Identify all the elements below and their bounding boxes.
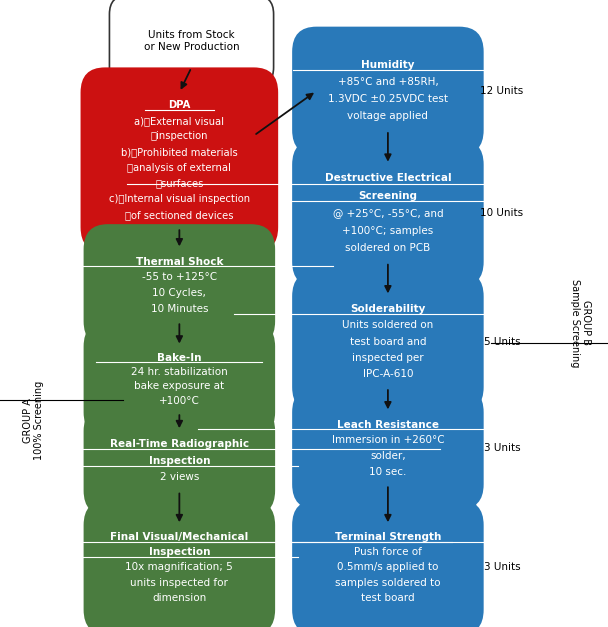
- Text: Inspection: Inspection: [148, 456, 210, 466]
- Text: Inspection: Inspection: [148, 547, 210, 557]
- Text: dimension: dimension: [152, 593, 207, 603]
- Text: IPC-A-610: IPC-A-610: [362, 369, 413, 379]
- Text: Units from Stock
or New Production: Units from Stock or New Production: [143, 30, 240, 51]
- Text: test board and: test board and: [350, 337, 426, 347]
- Text: 2 views: 2 views: [160, 472, 199, 482]
- Text: 10 Units: 10 Units: [480, 208, 523, 218]
- Text: +100°C: +100°C: [159, 396, 200, 406]
- Text: 1.3VDC ±0.25VDC test: 1.3VDC ±0.25VDC test: [328, 95, 448, 105]
- Text: GROUP A
100% Screening: GROUP A 100% Screening: [22, 381, 44, 460]
- Text: 5 Units: 5 Units: [483, 337, 520, 347]
- Text: test board: test board: [361, 593, 415, 603]
- Text: DPA: DPA: [168, 100, 190, 110]
- FancyBboxPatch shape: [83, 224, 275, 346]
- Text: Final Visual/Mechanical: Final Visual/Mechanical: [110, 532, 249, 542]
- FancyBboxPatch shape: [292, 271, 484, 413]
- Text: 3 Units: 3 Units: [483, 562, 520, 572]
- FancyBboxPatch shape: [292, 387, 484, 509]
- Text: Immersion in +260°C: Immersion in +260°C: [331, 436, 444, 445]
- Text: Bake-In: Bake-In: [157, 353, 202, 363]
- Text: of sectioned devices: of sectioned devices: [125, 210, 233, 219]
- Text: Units soldered on: Units soldered on: [342, 320, 434, 330]
- Text: solder,: solder,: [370, 451, 406, 461]
- Text: a)	External visual: a) External visual: [134, 116, 224, 125]
- FancyBboxPatch shape: [109, 0, 274, 86]
- Text: Terminal Strength: Terminal Strength: [335, 532, 441, 542]
- Text: 0.5mm/s applied to: 0.5mm/s applied to: [337, 562, 438, 572]
- Text: +85°C and +85RH,: +85°C and +85RH,: [337, 77, 438, 87]
- Text: inspection: inspection: [151, 132, 208, 141]
- Text: soldered on PCB: soldered on PCB: [345, 243, 430, 253]
- Text: GROUP B
Sample Screening: GROUP B Sample Screening: [570, 279, 592, 367]
- Text: Push force of: Push force of: [354, 547, 422, 557]
- Text: c)	Internal visual inspection: c) Internal visual inspection: [109, 194, 250, 204]
- FancyBboxPatch shape: [83, 321, 275, 438]
- Text: inspected per: inspected per: [352, 353, 424, 363]
- Text: surfaces: surfaces: [155, 179, 204, 188]
- Text: Leach Resistance: Leach Resistance: [337, 420, 439, 429]
- Text: @ +25°C, -55°C, and: @ +25°C, -55°C, and: [333, 208, 443, 218]
- FancyBboxPatch shape: [292, 500, 484, 627]
- FancyBboxPatch shape: [83, 500, 275, 627]
- Text: Screening: Screening: [358, 191, 418, 201]
- Text: units inspected for: units inspected for: [131, 577, 228, 587]
- FancyBboxPatch shape: [292, 140, 484, 287]
- Text: voltage applied: voltage applied: [347, 112, 429, 122]
- Text: 10 Cycles,: 10 Cycles,: [153, 288, 206, 298]
- FancyBboxPatch shape: [292, 27, 484, 155]
- Text: Destructive Electrical: Destructive Electrical: [325, 174, 451, 184]
- Text: -55 to +125°C: -55 to +125°C: [142, 273, 217, 282]
- FancyBboxPatch shape: [80, 68, 278, 253]
- Text: 10x magnification; 5: 10x magnification; 5: [125, 562, 233, 572]
- Text: 12 Units: 12 Units: [480, 86, 523, 96]
- Text: Thermal Shock: Thermal Shock: [136, 257, 223, 266]
- Text: b)	Prohibited materials: b) Prohibited materials: [121, 147, 238, 157]
- Text: 24 hr. stabilization: 24 hr. stabilization: [131, 367, 228, 377]
- Text: 10 sec.: 10 sec.: [369, 467, 407, 477]
- Text: +100°C; samples: +100°C; samples: [342, 226, 434, 236]
- Text: 10 Minutes: 10 Minutes: [151, 304, 208, 314]
- Text: Humidity: Humidity: [361, 60, 415, 70]
- Text: samples soldered to: samples soldered to: [335, 577, 441, 587]
- Text: bake exposure at: bake exposure at: [134, 381, 224, 391]
- Text: Solderability: Solderability: [350, 304, 426, 314]
- Text: 3 Units: 3 Units: [483, 443, 520, 453]
- Text: analysis of external: analysis of external: [128, 163, 231, 172]
- FancyBboxPatch shape: [83, 406, 275, 515]
- Text: Real-Time Radiographic: Real-Time Radiographic: [110, 440, 249, 450]
